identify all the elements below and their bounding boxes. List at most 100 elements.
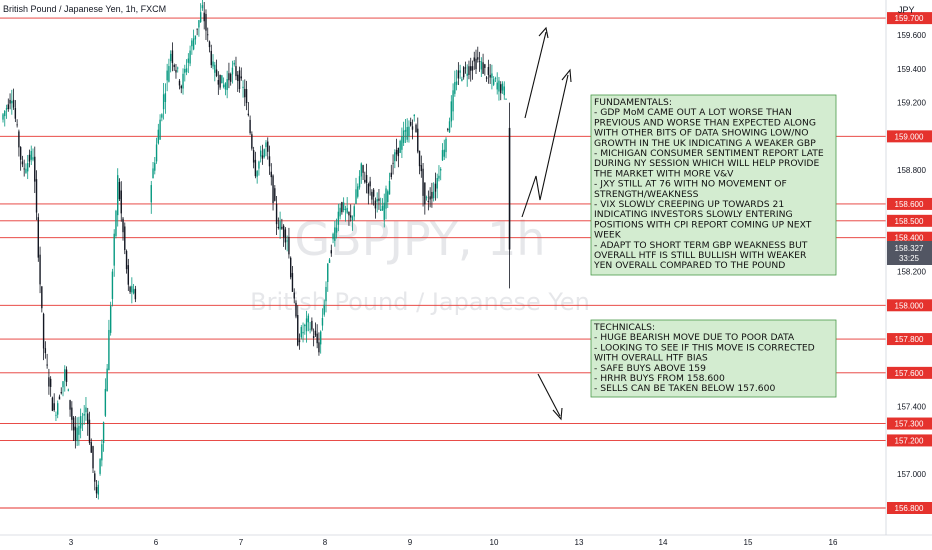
technicals-box xyxy=(590,319,837,398)
candle-body xyxy=(229,74,232,82)
candle-body xyxy=(312,336,315,338)
candle-body xyxy=(300,327,302,338)
y-tick-label: 158.800 xyxy=(897,166,926,175)
candle-body xyxy=(462,67,465,78)
candle-body xyxy=(411,126,414,130)
level-labels: 159.700 159.000 158.600 158.500 158.400 158.0… xyxy=(887,12,932,514)
candle-body xyxy=(388,181,391,195)
candle-body xyxy=(355,189,357,204)
level-label: 157.200 xyxy=(895,436,924,445)
candle-body xyxy=(51,397,54,411)
candle-body xyxy=(427,200,430,202)
candle-body xyxy=(431,191,433,199)
candle-body xyxy=(487,67,490,75)
candle-body xyxy=(288,236,290,255)
candle-body xyxy=(76,427,78,442)
candle-body xyxy=(235,66,237,77)
candle-body xyxy=(491,73,493,78)
candle-body xyxy=(247,113,250,116)
candle-body xyxy=(367,183,370,194)
candle-body xyxy=(157,129,160,144)
candle-body xyxy=(452,90,454,112)
candle-body xyxy=(265,142,267,147)
watermark-symbol: GBPJPY, 1h xyxy=(294,212,545,266)
candle-body xyxy=(380,209,382,211)
candle-body xyxy=(399,140,401,153)
candle-body xyxy=(277,226,280,229)
note-line: - ADAPT TO SHORT TERM GBP WEAKNESS BUT xyxy=(594,240,808,251)
candle-body xyxy=(57,403,59,415)
x-ticks[interactable]: 3 6 7 8 9 10 13 14 15 16 xyxy=(69,538,838,547)
level-label-bg xyxy=(887,366,932,379)
x-tick-label: 10 xyxy=(490,538,499,547)
candle-body xyxy=(219,74,221,88)
candle-body xyxy=(275,203,278,225)
candle-body xyxy=(415,124,417,133)
candle-body xyxy=(466,73,468,76)
candle-body xyxy=(173,64,175,68)
candle-body xyxy=(346,207,348,213)
candle-body xyxy=(79,416,82,429)
arrow-up-1 xyxy=(524,31,547,119)
x-tick-label: 7 xyxy=(239,538,244,547)
level-label-bg xyxy=(887,197,932,210)
candle-body xyxy=(228,73,230,81)
candle-body xyxy=(500,84,502,94)
candle-body xyxy=(477,57,479,60)
candle-body xyxy=(267,141,269,152)
candle-body xyxy=(41,286,43,309)
candle-body xyxy=(37,217,39,258)
x-tick-label: 15 xyxy=(744,538,753,547)
candle-body xyxy=(440,169,442,171)
candle-body xyxy=(102,422,105,444)
candle-body xyxy=(85,407,87,413)
candle-body xyxy=(81,424,84,426)
arrow-down-head xyxy=(552,407,563,421)
candle-body xyxy=(436,178,438,189)
candle-body xyxy=(187,58,190,63)
candle-body xyxy=(60,392,62,394)
candle-body xyxy=(131,286,133,293)
candle-body xyxy=(281,226,283,229)
y-tick-label: 158.200 xyxy=(897,268,926,277)
current-price-tag: 158.327 33:25 xyxy=(887,241,932,265)
candle-body xyxy=(309,328,311,330)
candle-body xyxy=(438,175,440,179)
candle-body xyxy=(475,58,477,70)
candle-body xyxy=(408,126,410,137)
candle-body xyxy=(424,182,426,205)
arrow-up-2-head xyxy=(561,68,572,83)
candle-body xyxy=(199,12,202,23)
candle-body xyxy=(162,94,165,110)
candle-body xyxy=(406,127,408,140)
candle-body xyxy=(83,413,85,416)
current-price-value: 158.327 xyxy=(895,244,924,253)
x-tick-label: 8 xyxy=(323,538,328,547)
candle-body xyxy=(9,99,11,104)
note-line: PREVIOUS AND WORSE THAN EXPECTED ALONG xyxy=(594,117,816,128)
candle-body xyxy=(46,364,48,366)
candle-body xyxy=(23,168,25,170)
candle-body xyxy=(208,41,211,48)
candle-body xyxy=(166,70,168,81)
level-label: 159.700 xyxy=(895,14,924,23)
level-label-bg xyxy=(887,214,932,227)
note-line: - SAFE BUYS ABOVE 159 xyxy=(594,363,706,374)
candle-body xyxy=(353,206,355,217)
candle-body xyxy=(335,227,338,233)
fundamentals-note: FUNDAMENTALS:- GDP MoM CAME OUT A LOT WO… xyxy=(590,94,837,276)
x-tick-label: 6 xyxy=(154,538,159,547)
candle-body xyxy=(99,459,101,474)
candle-body xyxy=(249,119,251,134)
candle-body xyxy=(454,82,456,94)
y-tick-label: 159.200 xyxy=(897,99,926,108)
candle-body xyxy=(164,93,167,103)
candle-body xyxy=(30,150,32,160)
level-label-bg xyxy=(887,502,932,514)
candle-body xyxy=(16,124,18,126)
y-tick-label: 157.000 xyxy=(897,470,926,479)
y-tick-label: 159.400 xyxy=(897,65,926,74)
candle-body xyxy=(104,388,107,416)
